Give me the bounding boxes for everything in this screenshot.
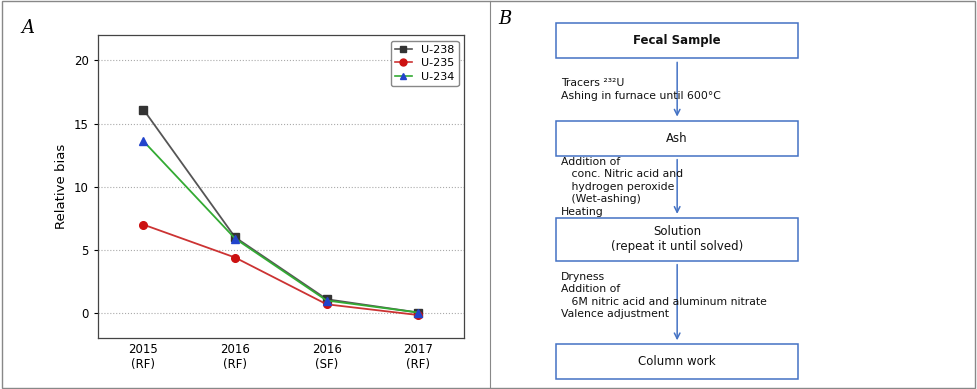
U-238	[412, 310, 424, 315]
U-234	[412, 310, 424, 315]
Line: U-234: U-234	[140, 137, 422, 316]
Text: Heating: Heating	[561, 207, 604, 217]
Line: U-235: U-235	[140, 221, 422, 319]
U-235	[320, 302, 332, 307]
Text: conc. Nitric acid and: conc. Nitric acid and	[561, 169, 683, 179]
Line: U-238: U-238	[140, 106, 422, 316]
U-234	[230, 236, 241, 241]
U-238	[230, 235, 241, 240]
Text: Solution
(repeat it until solved): Solution (repeat it until solved)	[611, 225, 743, 253]
Text: (Wet-ashing): (Wet-ashing)	[561, 194, 641, 204]
Text: 6M nitric acid and aluminum nitrate: 6M nitric acid and aluminum nitrate	[561, 297, 767, 307]
Text: Addition of: Addition of	[561, 157, 620, 167]
U-235	[412, 313, 424, 317]
U-238	[138, 107, 149, 112]
U-235	[138, 222, 149, 227]
Text: Valence adjustment: Valence adjustment	[561, 309, 669, 319]
FancyBboxPatch shape	[556, 218, 798, 261]
Legend: U-238, U-235, U-234: U-238, U-235, U-234	[391, 40, 458, 86]
Text: Dryness: Dryness	[561, 272, 605, 282]
Text: Column work: Column work	[638, 355, 716, 368]
Text: Addition of: Addition of	[561, 284, 620, 294]
U-234	[320, 298, 332, 303]
Text: A: A	[21, 19, 34, 37]
FancyBboxPatch shape	[556, 344, 798, 379]
Text: Ashing in furnace until 600°C: Ashing in furnace until 600°C	[561, 91, 721, 101]
FancyBboxPatch shape	[556, 121, 798, 156]
U-235	[230, 255, 241, 260]
U-238	[320, 297, 332, 301]
Text: hydrogen peroxide: hydrogen peroxide	[561, 182, 674, 192]
Text: Tracers ²³²U: Tracers ²³²U	[561, 78, 624, 88]
U-234	[138, 139, 149, 144]
Text: B: B	[498, 10, 512, 28]
Text: Fecal Sample: Fecal Sample	[633, 34, 721, 47]
Y-axis label: Relative bias: Relative bias	[56, 144, 68, 230]
Text: Ash: Ash	[666, 131, 688, 145]
FancyBboxPatch shape	[556, 23, 798, 58]
